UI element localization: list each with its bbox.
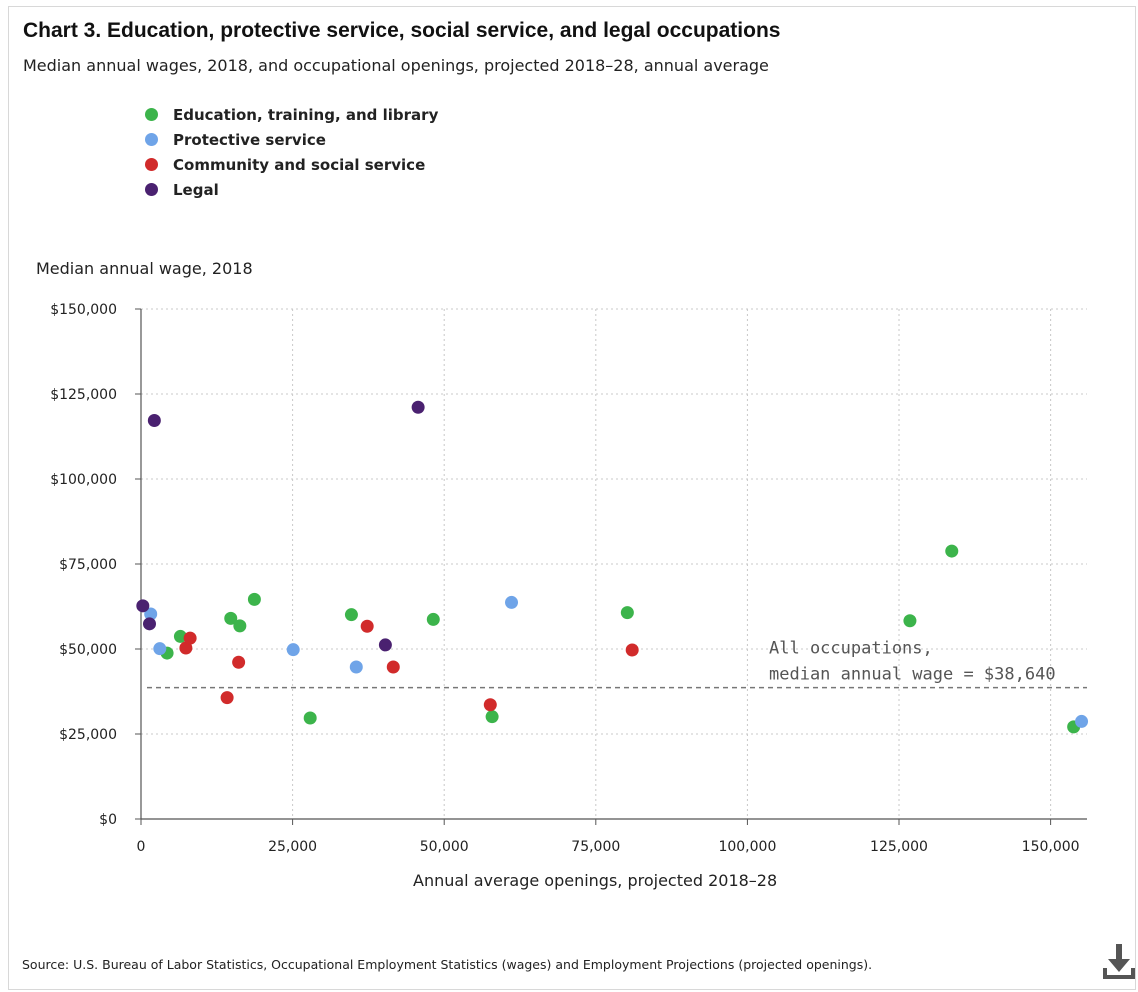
- scatter-point-education[interactable]: [485, 710, 499, 724]
- source-note: Source: U.S. Bureau of Labor Statistics,…: [22, 957, 873, 972]
- y-tick-label: $25,000: [59, 727, 117, 743]
- scatter-point-education[interactable]: [247, 592, 261, 606]
- x-axis-title: Annual average openings, projected 2018–…: [413, 871, 778, 890]
- scatter-point-education[interactable]: [945, 544, 959, 558]
- legend-item-community[interactable]: Community and social service: [145, 152, 438, 177]
- scatter-point-legal[interactable]: [378, 638, 392, 652]
- y-tick-label: $75,000: [59, 557, 117, 573]
- chart-frame: [8, 6, 1136, 990]
- scatter-point-protective[interactable]: [144, 607, 158, 621]
- legend-item-legal[interactable]: Legal: [145, 177, 438, 202]
- legend-marker-community: [145, 158, 158, 171]
- legend-label-legal: Legal: [173, 180, 219, 199]
- scatter-point-education[interactable]: [620, 606, 634, 620]
- reference-annotation-line-2: median annual wage = $38,640: [769, 665, 1056, 685]
- download-button[interactable]: [1101, 942, 1137, 982]
- y-tick-label: $100,000: [50, 472, 117, 488]
- scatter-point-community[interactable]: [232, 655, 246, 669]
- x-tick-label: 50,000: [420, 839, 469, 855]
- legend-marker-protective: [145, 133, 158, 146]
- tick-labels: $0 $25,000 $50,000 $75,000 $100,000 $125,000 $…: [50, 302, 1079, 855]
- x-tick-label: 125,000: [870, 839, 928, 855]
- chart-title: Chart 3. Education, protective service, …: [23, 19, 781, 42]
- download-icon: [1103, 944, 1135, 979]
- legend: Education, training, and library Protect…: [145, 102, 438, 202]
- scatter-point-community[interactable]: [179, 641, 193, 655]
- scatter-point-education[interactable]: [233, 619, 247, 633]
- x-tick-label: 150,000: [1022, 839, 1080, 855]
- scatter-point-community[interactable]: [183, 631, 197, 645]
- scatter-point-community[interactable]: [625, 643, 639, 657]
- x-tick-label: 75,000: [571, 839, 620, 855]
- scatter-point-community[interactable]: [360, 619, 374, 633]
- legend-item-protective[interactable]: Protective service: [145, 127, 438, 152]
- x-tick-label: 100,000: [718, 839, 776, 855]
- scatter-point-protective[interactable]: [153, 642, 167, 656]
- scatter-point-education[interactable]: [344, 608, 358, 622]
- scatter-point-education[interactable]: [903, 614, 917, 628]
- scatter-point-community[interactable]: [483, 698, 497, 712]
- y-tick-label: $150,000: [50, 302, 117, 318]
- axes: [135, 308, 1087, 825]
- scatter-point-protective[interactable]: [349, 660, 363, 674]
- legend-label-education: Education, training, and library: [173, 105, 439, 124]
- scatter-point-protective[interactable]: [1075, 714, 1089, 728]
- y-axis-title: Median annual wage, 2018: [36, 259, 253, 278]
- reference-line-group: All occupations, median annual wage = $3…: [147, 639, 1087, 689]
- scatter-point-community[interactable]: [220, 691, 234, 705]
- y-tick-label: $0: [99, 812, 117, 828]
- scatter-point-community[interactable]: [386, 660, 400, 674]
- scatter-point-education[interactable]: [224, 611, 238, 625]
- legend-label-community: Community and social service: [173, 155, 426, 174]
- scatter-point-protective[interactable]: [286, 643, 300, 657]
- y-tick-label: $125,000: [50, 387, 117, 403]
- y-tick-label: $50,000: [59, 642, 117, 658]
- grid: [141, 308, 1087, 819]
- scatter-point-legal[interactable]: [147, 414, 161, 428]
- legend-marker-education: [145, 108, 158, 121]
- legend-marker-legal: [145, 183, 158, 196]
- scatter-point-protective[interactable]: [505, 595, 519, 609]
- legend-label-protective: Protective service: [173, 130, 326, 149]
- x-tick-label: 0: [137, 839, 146, 855]
- reference-annotation-line-1: All occupations,: [769, 639, 933, 659]
- scatter-point-education[interactable]: [303, 711, 317, 725]
- scatter-point-legal[interactable]: [411, 400, 425, 414]
- chart-subtitle: Median annual wages, 2018, and occupatio…: [23, 56, 769, 75]
- x-tick-label: 25,000: [268, 839, 317, 855]
- legend-item-education[interactable]: Education, training, and library: [145, 102, 438, 127]
- scatter-point-legal[interactable]: [136, 599, 150, 613]
- scatter-point-legal[interactable]: [142, 617, 156, 631]
- scatter-point-education[interactable]: [173, 629, 187, 643]
- data-points: [136, 400, 1089, 734]
- scatter-point-education[interactable]: [426, 612, 440, 626]
